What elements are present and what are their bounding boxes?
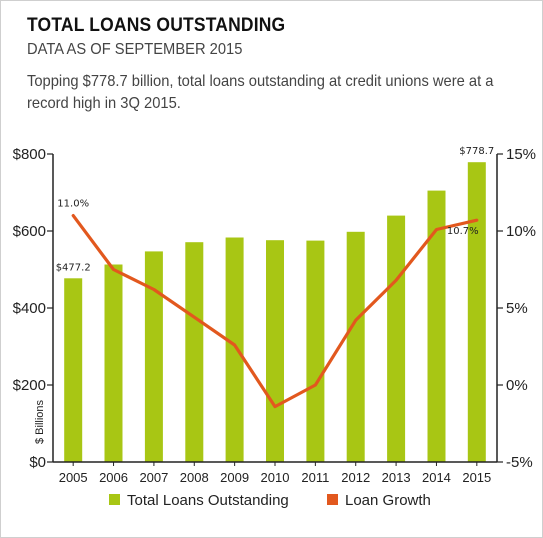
- bar-2007: [144, 251, 163, 462]
- left-tick-label: $400: [13, 300, 46, 317]
- left-tick-label: $200: [13, 377, 46, 394]
- x-tick-label: 2006: [99, 470, 128, 485]
- x-tick-label: 2013: [382, 470, 411, 485]
- left-tick-label: $600: [13, 223, 46, 240]
- x-tick-label: 2008: [180, 470, 209, 485]
- left-tick-label: $0: [29, 454, 46, 471]
- legend-swatch-loans: [109, 494, 120, 505]
- x-tick-label: 2011: [301, 470, 329, 485]
- x-tick-label: 2005: [59, 470, 88, 485]
- x-tick-label: 2015: [462, 470, 491, 485]
- right-tick-label: 0%: [506, 377, 528, 394]
- legend-label-loans: Total Loans Outstanding: [127, 492, 289, 509]
- right-tick-label: -5%: [506, 454, 533, 471]
- bar-2010: [266, 240, 284, 462]
- chart-description: Topping $778.7 billion, total loans outs…: [27, 73, 494, 112]
- right-tick-label: 5%: [506, 300, 528, 317]
- data-label-growth-2005: 11.0%: [57, 199, 89, 210]
- bar-2014: [427, 190, 446, 462]
- legend-swatch-growth: [327, 494, 338, 505]
- x-tick-label: 2010: [261, 470, 290, 485]
- right-tick-label: 15%: [506, 146, 536, 163]
- bar-2013: [387, 215, 406, 462]
- x-tick-label: 2007: [139, 470, 168, 485]
- data-label-loans-2005: $477.2: [56, 262, 91, 273]
- bar-2008: [185, 242, 204, 462]
- left-tick-label: $800: [13, 146, 46, 163]
- bar-2012: [346, 231, 365, 462]
- bar-2005: [64, 278, 83, 462]
- chart-title: TOTAL LOANS OUTSTANDING: [27, 15, 286, 36]
- data-label-loans-2015: $778.7: [459, 146, 494, 157]
- bar-2015: [467, 162, 486, 462]
- bar-2011: [306, 240, 325, 462]
- bar-2009: [225, 237, 244, 462]
- x-tick-label: 2012: [341, 470, 370, 485]
- bar-2006: [104, 264, 123, 462]
- data-label-growth-2015: 10.7%: [447, 226, 479, 237]
- left-axis-title: $ Billions: [34, 399, 46, 444]
- chart-subtitle: DATA AS OF SEPTEMBER 2015: [27, 41, 243, 58]
- right-tick-label: 10%: [506, 223, 536, 240]
- x-tick-label: 2009: [220, 470, 249, 485]
- legend-label-growth: Loan Growth: [345, 492, 431, 509]
- x-tick-label: 2014: [422, 470, 451, 485]
